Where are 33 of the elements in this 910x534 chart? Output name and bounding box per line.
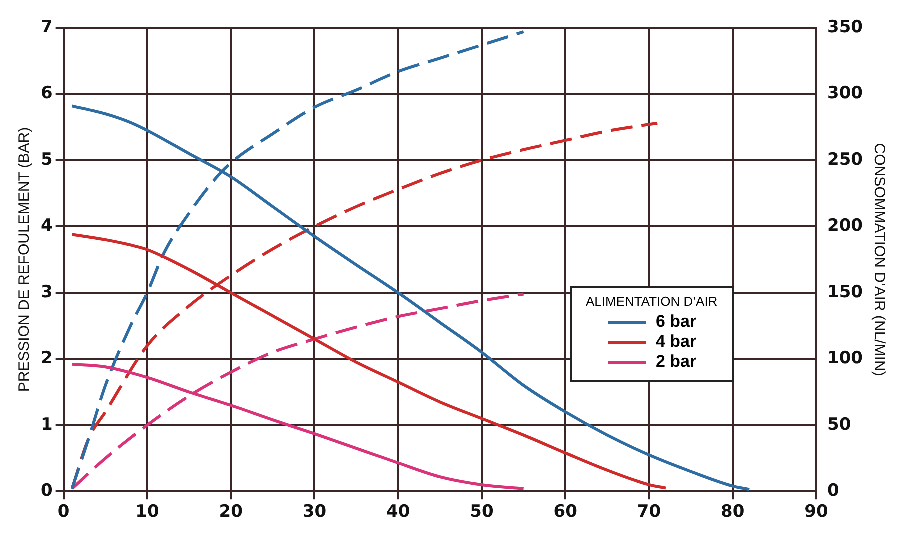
x-tick-label: 40 bbox=[386, 502, 410, 522]
legend-label: 2 bar bbox=[656, 352, 697, 372]
y-tick-label: 0 bbox=[40, 481, 53, 502]
legend-label: 4 bar bbox=[656, 332, 697, 352]
y2-tick-label: 250 bbox=[828, 150, 864, 170]
y2-tick-label: 50 bbox=[828, 414, 852, 435]
y2-tick-label: 200 bbox=[828, 216, 864, 236]
y-axis-title: PRESSION DE REFOULEMENT (BAR) bbox=[16, 127, 34, 392]
y-tick-label: 5 bbox=[40, 150, 53, 170]
x-tick-label: 30 bbox=[302, 502, 327, 522]
x-tick-label: 10 bbox=[136, 502, 160, 522]
y-tick-label: 1 bbox=[40, 414, 53, 435]
y2-axis-title: CONSOMMATION D’AIR (NL/MIN) bbox=[870, 143, 888, 376]
y2-tick-label: 0 bbox=[828, 481, 840, 502]
y-tick-label: 6 bbox=[40, 84, 53, 104]
x-tick-label: 70 bbox=[637, 502, 662, 522]
y2-tick-label: 100 bbox=[828, 348, 864, 369]
y-tick-label: 7 bbox=[40, 17, 53, 38]
x-tick-label: 50 bbox=[470, 502, 494, 522]
x-tick-label: 20 bbox=[219, 502, 244, 522]
y2-tick-label: 150 bbox=[828, 282, 864, 302]
legend-label: 6 bar bbox=[656, 312, 697, 332]
y-tick-label: 4 bbox=[40, 216, 53, 236]
y2-tick-label: 300 bbox=[828, 84, 864, 104]
y-tick-label: 3 bbox=[40, 282, 53, 302]
legend-title: ALIMENTATION D’AIR bbox=[586, 294, 718, 309]
x-tick-label: 60 bbox=[554, 502, 578, 522]
line-series bbox=[70, 292, 526, 490]
x-tick-label: 0 bbox=[58, 502, 70, 522]
y2-tick-label: 350 bbox=[828, 17, 864, 38]
x-tick-label: 90 bbox=[804, 502, 829, 522]
y-tick-label: 2 bbox=[40, 348, 53, 369]
x-tick-label: 80 bbox=[721, 502, 745, 522]
